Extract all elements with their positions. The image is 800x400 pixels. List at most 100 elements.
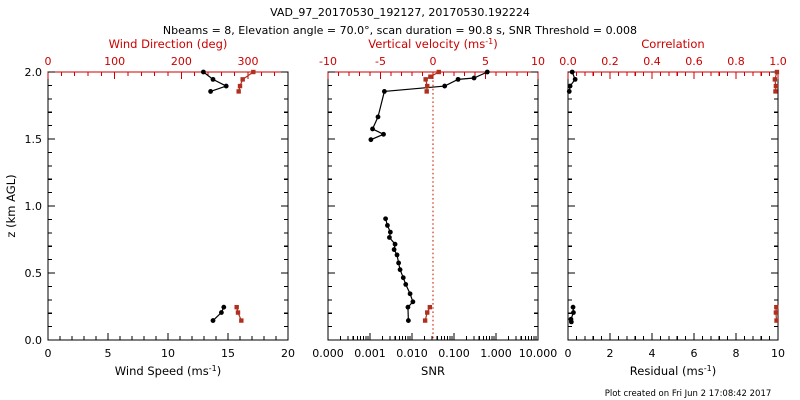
top-tick-label: 300 — [238, 55, 259, 68]
data-point — [442, 83, 448, 89]
x-tick-label: 0.010 — [396, 347, 428, 360]
data-point — [381, 131, 386, 137]
x-tick-label: 0.000 — [312, 347, 344, 360]
series-line — [370, 71, 488, 141]
x-tick-label: 10 — [771, 347, 785, 360]
x-tick-label: 20 — [281, 347, 295, 360]
top-axis-label: Vertical velocity (ms-1) — [368, 37, 497, 51]
data-point — [210, 76, 216, 82]
data-point — [235, 310, 241, 315]
data-point — [387, 229, 393, 235]
data-point — [773, 310, 779, 315]
top-tick-label: -10 — [319, 55, 337, 68]
data-point — [201, 69, 206, 75]
x-tick-label: 1.000 — [480, 347, 512, 360]
panel-panel-snr: 0.000 0.001 0.010 0.100 1.000 10.000 -10 -5 0 5 10… — [312, 37, 557, 378]
data-point — [455, 76, 461, 82]
x-tick-label: 6 — [691, 347, 698, 360]
data-point — [392, 241, 398, 247]
x-tick-label: 15 — [221, 347, 235, 360]
x-tick-label: 0.001 — [354, 347, 386, 360]
page-title: VAD_97_20170530_192127, 20170530.192224 — [270, 6, 530, 19]
data-point — [219, 310, 224, 315]
data-point — [221, 304, 227, 310]
data-point — [566, 89, 572, 94]
top-tick-label: 0 — [430, 55, 437, 68]
series-line — [238, 71, 254, 92]
top-tick-label: 0.4 — [643, 55, 661, 68]
top-axis-label: Correlation — [641, 37, 704, 51]
top-tick-label: 10 — [531, 55, 545, 68]
top-tick-label: 0.6 — [685, 55, 703, 68]
data-point — [774, 304, 779, 310]
data-point — [397, 267, 403, 273]
y-axis-title: z (km AGL) — [4, 174, 18, 237]
data-point — [391, 247, 397, 252]
data-point — [251, 69, 256, 75]
x-tick-label: 4 — [649, 347, 656, 360]
x-tick-label: 2 — [607, 347, 614, 360]
data-point — [394, 252, 400, 258]
series-line — [568, 71, 576, 92]
x-tick-label: 5 — [105, 347, 112, 360]
data-point — [410, 299, 416, 305]
data-point — [403, 281, 409, 287]
data-point — [405, 318, 411, 323]
data-point — [236, 89, 241, 94]
data-point — [427, 304, 433, 310]
x-axis-label: SNR — [421, 364, 445, 378]
top-tick-label: 0 — [45, 55, 52, 68]
data-point — [774, 318, 779, 323]
data-point — [774, 69, 780, 75]
data-point — [773, 83, 779, 89]
x-axis-label: Wind Speed (ms-1) — [115, 364, 221, 378]
data-point — [385, 223, 390, 228]
data-point — [772, 77, 778, 82]
x-tick-label: 8 — [733, 347, 740, 360]
top-tick-label: 1.0 — [769, 55, 787, 68]
y-tick-label: 1.0 — [25, 200, 43, 213]
x-axis-label: Residual (ms-1) — [630, 364, 716, 378]
panel-frame — [47, 71, 289, 341]
data-point — [567, 83, 573, 89]
data-point — [568, 319, 574, 325]
data-point — [571, 310, 576, 315]
data-point — [407, 291, 413, 297]
y-tick-label: 0.5 — [25, 267, 43, 280]
data-point — [572, 76, 578, 82]
data-point — [370, 126, 375, 132]
data-point — [570, 304, 576, 310]
x-tick-label: 0.100 — [438, 347, 470, 360]
data-point — [484, 69, 490, 75]
x-tick-label: 10 — [161, 347, 175, 360]
x-tick-label: 10.000 — [519, 347, 558, 360]
data-point — [569, 69, 575, 75]
series-line — [774, 71, 778, 92]
data-point — [471, 75, 477, 81]
data-point — [383, 216, 388, 222]
data-point — [425, 310, 430, 315]
data-point — [424, 89, 429, 94]
data-point — [436, 69, 441, 75]
data-point — [400, 275, 406, 281]
y-tick-label: 1.5 — [25, 133, 43, 146]
data-point — [208, 89, 214, 94]
data-point — [368, 137, 374, 143]
top-axis-label: Wind Direction (deg) — [109, 37, 228, 51]
top-tick-label: 200 — [171, 55, 192, 68]
data-point — [239, 318, 244, 323]
top-tick-label: 0.0 — [559, 55, 577, 68]
panel-frame — [567, 71, 779, 341]
data-point — [375, 114, 381, 120]
data-point — [428, 74, 433, 79]
data-point — [387, 235, 392, 240]
data-point — [210, 318, 216, 323]
series-line — [203, 71, 228, 92]
footer-timestamp: Plot created on Fri Jun 2 17:08:42 2017 — [605, 389, 772, 399]
data-point — [234, 304, 239, 310]
data-point — [423, 77, 428, 82]
data-point — [405, 304, 411, 310]
